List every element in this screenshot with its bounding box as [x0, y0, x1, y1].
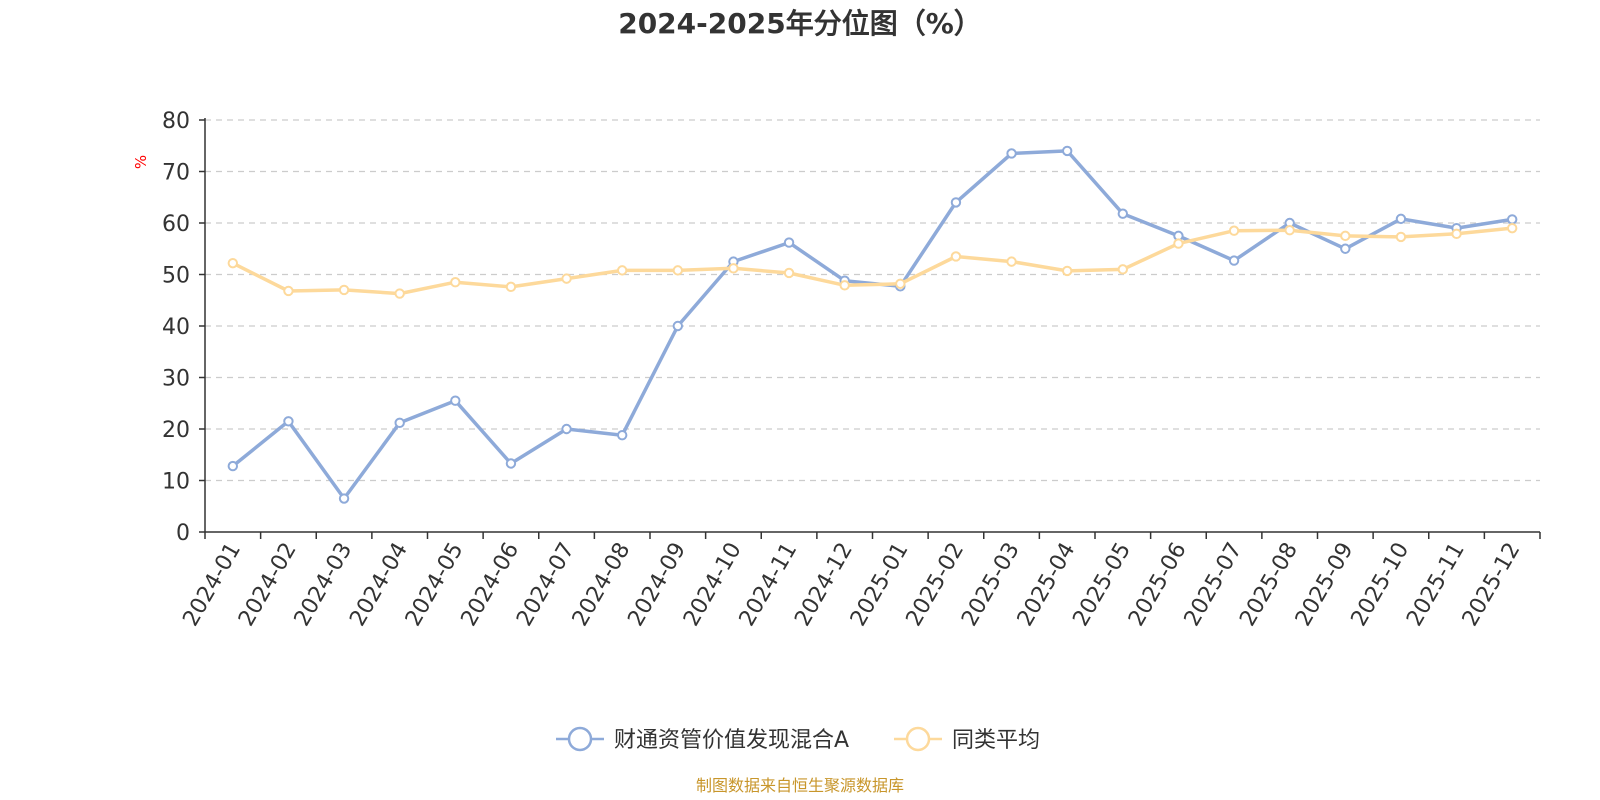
legend-label: 财通资管价值发现混合A	[614, 728, 849, 753]
data-point[interactable]	[561, 423, 572, 435]
data-point[interactable]	[283, 416, 294, 427]
y-tick-label: 0	[176, 521, 190, 546]
data-point[interactable]	[616, 429, 628, 441]
chart-title: 2024-2025年分位图（%）	[618, 7, 982, 40]
y-tick-label: 70	[162, 161, 190, 186]
data-point[interactable]	[1117, 264, 1129, 275]
y-tick-label: 40	[162, 315, 190, 340]
data-point[interactable]	[505, 281, 517, 293]
y-tick-label: 60	[162, 212, 190, 237]
data-point[interactable]	[338, 493, 350, 504]
legend-marker	[567, 726, 593, 752]
data-point[interactable]	[895, 278, 906, 289]
data-point[interactable]	[394, 417, 405, 429]
data-point[interactable]	[783, 267, 795, 279]
data-point[interactable]	[227, 460, 239, 472]
y-tick-label: 10	[162, 470, 190, 495]
data-point[interactable]	[616, 265, 628, 276]
data-point[interactable]	[950, 251, 962, 262]
data-point[interactable]	[227, 257, 239, 269]
y-tick-label: 30	[162, 367, 190, 392]
axes: 010203040506070802024-012024-022024-0320…	[162, 109, 1541, 631]
data-point[interactable]	[338, 284, 350, 296]
data-point[interactable]	[1173, 238, 1184, 249]
data-point[interactable]	[394, 288, 405, 299]
data-point[interactable]	[1228, 225, 1240, 236]
data-point[interactable]	[1006, 148, 1017, 159]
y-tick-label: 50	[162, 264, 190, 289]
series-lines	[227, 145, 1518, 504]
gridlines	[205, 119, 1540, 482]
data-point[interactable]	[1340, 243, 1351, 254]
data-point[interactable]	[672, 320, 684, 332]
data-point[interactable]	[950, 197, 962, 208]
data-point[interactable]	[1006, 256, 1017, 267]
data-point[interactable]	[450, 395, 461, 406]
data-point[interactable]	[1061, 145, 1073, 157]
data-point[interactable]	[1395, 213, 1407, 225]
data-point[interactable]	[1284, 225, 1295, 236]
data-point[interactable]	[672, 265, 684, 276]
legend-item-1[interactable]: 同类平均	[894, 726, 1040, 753]
legend-label: 同类平均	[952, 728, 1040, 753]
series-line-1	[231, 226, 1514, 296]
data-point[interactable]	[839, 280, 850, 291]
data-point[interactable]	[1506, 222, 1518, 234]
legend-item-0[interactable]: 财通资管价值发现混合A	[556, 726, 849, 753]
series-line-0	[231, 149, 1514, 501]
data-point[interactable]	[1451, 228, 1462, 240]
data-point[interactable]	[1228, 255, 1240, 266]
y-tick-label: 80	[162, 109, 190, 134]
legend[interactable]: 财通资管价值发现混合A 同类平均	[556, 726, 1040, 753]
data-point[interactable]	[728, 263, 739, 274]
data-point[interactable]	[1117, 208, 1129, 219]
data-point[interactable]	[1506, 214, 1518, 225]
data-point[interactable]	[1395, 231, 1407, 243]
data-point[interactable]	[450, 277, 461, 288]
data-point[interactable]	[505, 458, 517, 469]
data-point[interactable]	[561, 273, 572, 284]
data-point[interactable]	[1061, 265, 1073, 277]
data-point[interactable]	[1340, 230, 1351, 242]
source-note: 制图数据来自恒生聚源数据库	[696, 776, 904, 795]
y-axis-unit: %	[132, 155, 150, 169]
data-point[interactable]	[783, 237, 795, 248]
legend-marker	[905, 726, 931, 752]
y-tick-label: 20	[162, 418, 190, 443]
data-point[interactable]	[283, 285, 294, 297]
